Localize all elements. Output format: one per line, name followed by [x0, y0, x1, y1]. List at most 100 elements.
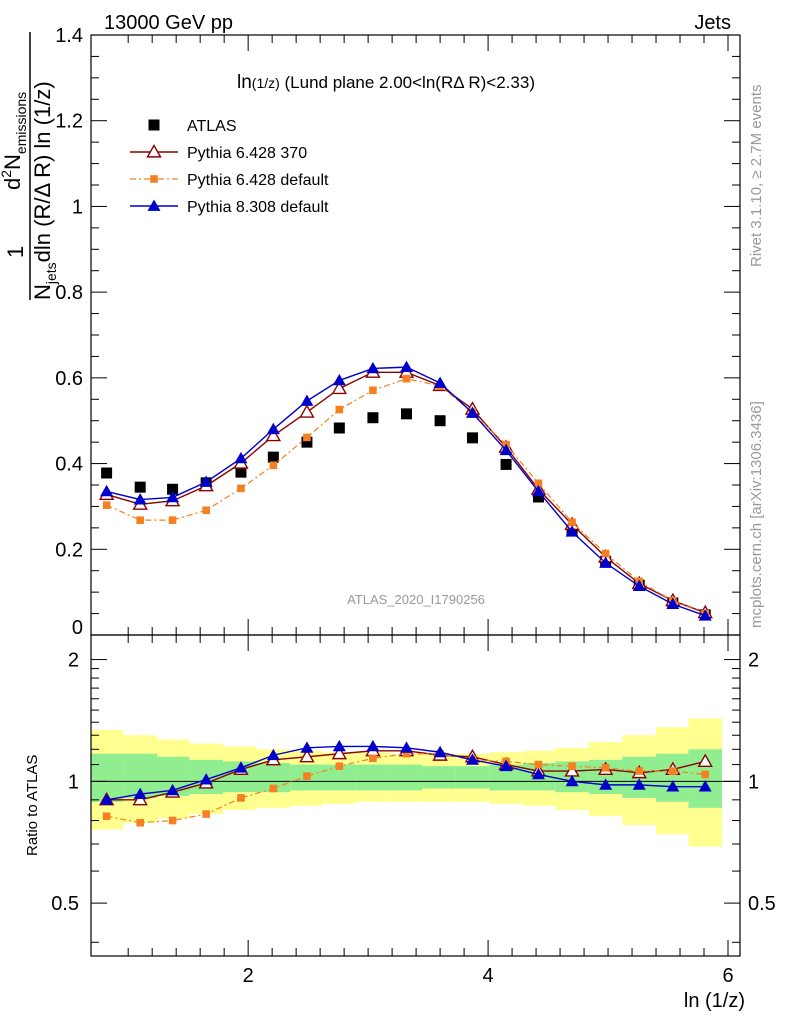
data-point: [331, 380, 348, 395]
ratio-point: [568, 762, 576, 770]
data-point: [303, 433, 311, 442]
ratio-point: [303, 772, 311, 780]
main-y-axis-label: 1 d2Nemissions Njetsdln (R/Δ R) ln (1/z): [0, 32, 59, 300]
ratio-point: [369, 754, 377, 763]
legend-marker: [150, 175, 158, 183]
data-point: [433, 376, 447, 388]
series-line: [106, 371, 706, 614]
ratio-point: [237, 794, 245, 802]
ratio-point: [433, 745, 447, 758]
ratio-tick-label-left: 1: [68, 771, 79, 793]
data-point: [265, 427, 282, 442]
data-point: [299, 404, 315, 418]
y-tick-label: 0.4: [55, 454, 83, 476]
data-point: [168, 516, 177, 524]
data-point: [531, 484, 545, 497]
data-point: [369, 386, 377, 395]
data-point: [333, 422, 345, 434]
header-left: 13000 GeV pp: [104, 12, 233, 34]
data-point: [166, 490, 180, 503]
header-right: Jets: [694, 12, 731, 34]
rivet-version-label: Rivet 3.1.10, ≥ 2.7M events: [748, 85, 765, 268]
ratio-point: [697, 753, 713, 767]
ratio-tick-label-left: 2: [68, 650, 79, 672]
data-point: [632, 579, 646, 592]
ratio-band-inner: [356, 764, 390, 791]
data-point: [134, 481, 146, 493]
ratio-band-inner: [422, 766, 456, 789]
data-point: [199, 475, 213, 487]
ratio-point: [499, 759, 513, 772]
data-point: [269, 461, 278, 470]
ratio-point: [366, 739, 380, 752]
y-tick-label: 0.2: [55, 539, 83, 561]
ratio-point: [601, 764, 610, 772]
data-point: [167, 483, 179, 495]
data-point: [300, 394, 314, 406]
ratio-point: [599, 778, 613, 790]
ratio-point: [400, 741, 414, 753]
ratio-series-2: [100, 739, 712, 805]
data-point: [100, 484, 114, 497]
ratio-tick-label-right: 1: [748, 771, 759, 793]
ratio-point: [335, 762, 344, 770]
ratio-band-inner: [389, 764, 423, 791]
data-point: [133, 493, 147, 505]
y-tick-label: 0.8: [55, 282, 83, 304]
legend-label: Pythia 6.428 default: [187, 172, 329, 189]
ratio-point: [465, 753, 479, 765]
y-tick-label: 0: [72, 617, 83, 639]
data-point: [466, 432, 478, 444]
data-point: [601, 549, 610, 558]
ratio-tick-label-left: 0.5: [51, 893, 79, 915]
data-point: [332, 373, 346, 386]
ratio-tick-label-right: 2: [748, 650, 759, 672]
ratio-point: [531, 767, 545, 780]
data-point: [366, 361, 380, 374]
data-point: [367, 412, 379, 424]
ylabel-numerator: d2Nemissions: [0, 92, 29, 190]
data-point: [237, 484, 245, 493]
legend-marker: [147, 199, 161, 211]
legend-entry: ATLAS: [148, 118, 237, 135]
ratio-point: [166, 783, 180, 796]
mcplots-label: mcplots.cern.ch [arXiv:1306.3436]: [748, 401, 765, 628]
ratio-series: [98, 739, 713, 827]
y-tick-label: 0.6: [55, 368, 83, 390]
ratio-point: [666, 780, 680, 792]
data-point: [235, 466, 247, 478]
data-point: [267, 451, 279, 463]
data-point: [402, 374, 411, 383]
x-tick-label: 4: [483, 965, 494, 987]
ratio-uncertainty-bands: [91, 718, 740, 847]
data-point: [465, 406, 479, 418]
data-point: [534, 479, 543, 488]
legend-entry: Pythia 6.428 default: [130, 172, 329, 189]
axes: 2 4 6 0 0.2 0.4 0.6 0.8 1 1.2 1.4 0.5 0.5 1 1 2 2: [51, 25, 776, 987]
ratio-point: [100, 793, 114, 805]
data-point: [565, 525, 579, 537]
ratio-point: [534, 760, 543, 769]
analysis-id: ATLAS_2020_I1790256: [347, 592, 485, 607]
data-point: [599, 556, 613, 568]
x-axis-label: ln (1/z): [684, 990, 745, 1012]
ylabel-denominator: Njetsdln (R/Δ R) ln (1/z): [30, 81, 59, 300]
ratio-band-inner: [656, 753, 689, 802]
legend-label: Pythia 6.428 370: [187, 145, 307, 162]
data-point: [434, 415, 446, 427]
legend-entry: Pythia 6.428 370: [130, 144, 307, 162]
ratio-point: [266, 748, 280, 761]
ratio-point: [299, 748, 315, 763]
ratio-frame: [90, 634, 741, 957]
ratio-point: [331, 745, 348, 760]
x-tick-label: 6: [722, 965, 733, 987]
ylabel-numerator-one: 1: [3, 246, 28, 258]
ratio-point: [565, 774, 579, 787]
ratio-point: [701, 770, 710, 779]
legend-marker: [148, 119, 160, 131]
ratio-y-axis-label: Ratio to ATLAS: [24, 755, 41, 856]
legend-label: Pythia 8.308 default: [187, 199, 329, 216]
data-point: [499, 443, 513, 456]
data-point: [301, 436, 313, 448]
